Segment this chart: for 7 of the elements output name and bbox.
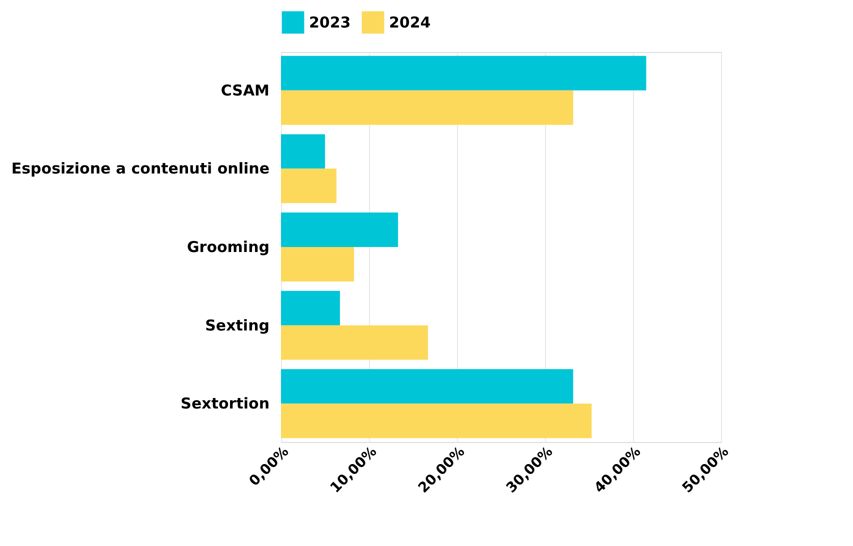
legend-label: 2023: [309, 13, 351, 32]
y-tick-label: CSAM: [220, 81, 270, 100]
y-tick-label: Esposizione a contenuti online: [11, 160, 270, 178]
legend-label: 2024: [389, 13, 431, 32]
y-tick-label: Sexting: [205, 316, 270, 334]
y-tick-label: Sextortion: [180, 394, 270, 413]
y-tick-label: Grooming: [186, 238, 270, 256]
